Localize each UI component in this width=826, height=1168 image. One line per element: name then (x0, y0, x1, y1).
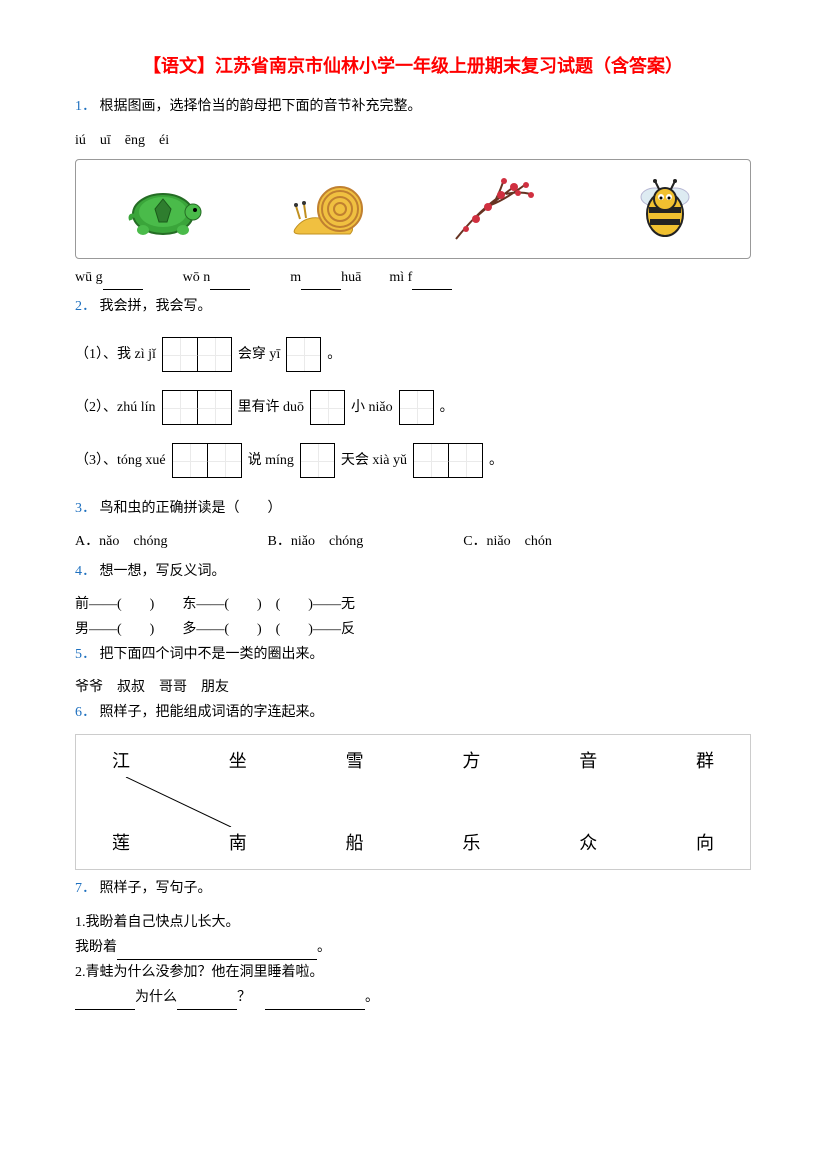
question-7: 7． 照样子，写句子。 (75, 876, 751, 901)
q2-2c: 小 niǎo (351, 395, 393, 420)
question-4: 4． 想一想，写反义词。 (75, 559, 751, 584)
q6-top-1: 坐 (223, 745, 253, 777)
q3-optC[interactable]: C．niǎo chón (463, 529, 552, 554)
q1-image-row (75, 159, 751, 259)
q6-top-5: 群 (690, 745, 720, 777)
q2-line3: （3）、tóng xué 说 míng 天会 xià yǔ 。 (75, 443, 751, 478)
q6-number: 6． (75, 705, 96, 720)
blank[interactable] (217, 944, 317, 960)
q2-1b: 会穿 yī (238, 342, 280, 367)
q6-top-row: 江 坐 雪 方 音 群 (96, 745, 730, 777)
char-box[interactable] (162, 390, 232, 425)
q2-3b: 说 míng (248, 448, 294, 473)
char-box[interactable] (300, 443, 335, 478)
q2-2b: 里有许 duō (238, 395, 305, 420)
question-3: 3． 鸟和虫的正确拼读是（ ） (75, 496, 751, 521)
blank[interactable] (265, 994, 365, 1010)
q5-number: 5． (75, 647, 96, 662)
q1-fill-0: wū g (75, 270, 103, 285)
q1-finals: iú uī ēng éi (75, 128, 751, 153)
question-2: 2． 我会拼，我会写。 (75, 294, 751, 319)
q3-optA[interactable]: A．nǎo chóng (75, 529, 168, 554)
q2-2a: （2）、zhú lín (75, 395, 156, 420)
char-box[interactable] (286, 337, 321, 372)
q7-s1-end: 。 (317, 940, 331, 955)
q2-3c: 天会 xià yǔ (341, 448, 407, 473)
question-6: 6． 照样子，把能组成词语的字连起来。 (75, 700, 751, 725)
snail-icon (270, 169, 390, 249)
q7-s1-prefix: 我盼着 (75, 940, 117, 955)
q2-1c: 。 (327, 342, 341, 367)
q6-bot-1: 南 (223, 827, 253, 859)
q6-bottom-row: 莲 南 船 乐 众 向 (96, 827, 730, 859)
q2-1a: （1）、我 zì jǐ (75, 342, 156, 367)
char-box[interactable] (413, 443, 483, 478)
q7-s2-q: ？ (237, 990, 251, 1005)
q5-text: 把下面四个词中不是一类的圈出来。 (100, 647, 324, 662)
q2-3d: 。 (489, 448, 503, 473)
bee-icon (603, 169, 723, 249)
q2-line2: （2）、zhú lín 里有许 duō 小 niǎo 。 (75, 390, 751, 425)
q6-connect-box: 江 坐 雪 方 音 群 莲 南 船 乐 众 向 (75, 734, 751, 871)
q7-s2: 2.青蛙为什么没参加？他在洞里睡着啦。 (75, 960, 751, 985)
page-title: 【语文】江苏省南京市仙林小学一年级上册期末复习试题（含答案） (75, 50, 751, 82)
q7-s2-fill: 为什么 ？ 。 (75, 985, 751, 1010)
q1-number: 1． (75, 99, 96, 114)
q6-bot-5: 向 (690, 827, 720, 859)
q7-s1: 1.我盼着自己快点儿长大。 (75, 910, 751, 935)
blank[interactable] (117, 944, 217, 960)
char-box[interactable] (399, 390, 434, 425)
q6-bot-4: 众 (573, 827, 603, 859)
blank[interactable] (177, 994, 237, 1010)
q2-text: 我会拼，我会写。 (100, 299, 212, 314)
q7-number: 7． (75, 881, 96, 896)
q7-s2-end: 。 (365, 990, 379, 1005)
q1-fill-1: wō n (183, 270, 211, 285)
q1-fill-2: m (290, 270, 301, 285)
char-box[interactable] (172, 443, 242, 478)
q4-number: 4． (75, 564, 96, 579)
q6-bot-0: 莲 (106, 827, 136, 859)
q4-line1: 前——( ) 东——( ) ( )——无 (75, 592, 751, 617)
q1-text: 根据图画，选择恰当的韵母把下面的音节补充完整。 (100, 99, 422, 114)
q2-2d: 。 (440, 395, 454, 420)
q6-top-2: 雪 (340, 745, 370, 777)
q6-top-4: 音 (573, 745, 603, 777)
q3-number: 3． (75, 501, 96, 516)
q6-bot-2: 船 (340, 827, 370, 859)
q3-optB[interactable]: B．niǎo chóng (268, 529, 364, 554)
q2-3a: （3）、tóng xué (75, 448, 166, 473)
q6-top-0: 江 (106, 745, 136, 777)
q6-top-3: 方 (456, 745, 486, 777)
q5-words: 爷爷 叔叔 哥哥 朋友 (75, 675, 751, 700)
q3-text: 鸟和虫的正确拼读是（ ） (100, 501, 282, 516)
question-1: 1． 根据图画，选择恰当的韵母把下面的音节补充完整。 (75, 94, 751, 119)
question-5: 5． 把下面四个词中不是一类的圈出来。 (75, 642, 751, 667)
q4-text: 想一想，写反义词。 (100, 564, 226, 579)
char-box[interactable] (310, 390, 345, 425)
q4-line2: 男——( ) 多——( ) ( )——反 (75, 617, 751, 642)
char-box[interactable] (162, 337, 232, 372)
q1-fill-row: wū g wō n m huā mì f (75, 265, 751, 290)
blank[interactable] (75, 994, 135, 1010)
q2-line1: （1）、我 zì jǐ 会穿 yī 。 (75, 337, 751, 372)
q7-s2-mid: 为什么 (135, 990, 177, 1005)
q1-fill-3: huā mì f (341, 270, 412, 285)
q2-number: 2． (75, 299, 96, 314)
plum-blossom-icon (436, 169, 556, 249)
q7-text: 照样子，写句子。 (100, 881, 212, 896)
q6-text: 照样子，把能组成词语的字连起来。 (100, 705, 324, 720)
turtle-icon (103, 169, 223, 249)
q7-s1-fill: 我盼着 。 (75, 935, 751, 960)
q6-bot-3: 乐 (456, 827, 486, 859)
q3-options: A．nǎo chóng B．niǎo chóng C．niǎo chón (75, 529, 751, 554)
